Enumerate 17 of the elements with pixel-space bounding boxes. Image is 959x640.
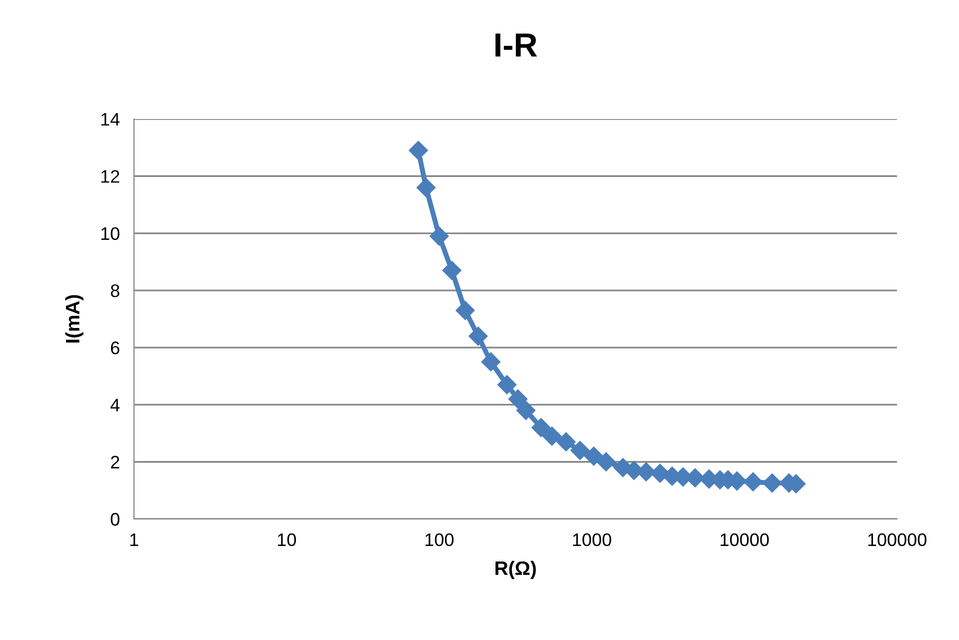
y-tick-label: 10 [101, 227, 120, 240]
x-tick-label: 100 [426, 533, 454, 546]
y-tick-label: 4 [110, 398, 120, 412]
y-tick-label: 8 [110, 284, 120, 298]
x-tick-label: 100000 [868, 533, 926, 546]
y-axis-title: I(mA) [65, 295, 84, 343]
y-tick-label: 6 [110, 342, 120, 354]
x-tick-label: 10 [278, 533, 296, 546]
y-tick-label: 2 [110, 456, 120, 468]
x-tick-label: 1 [130, 534, 138, 546]
x-tick-label: 10000 [720, 533, 769, 546]
y-tick-label: 0 [110, 512, 120, 526]
x-tick-label: 1000 [573, 533, 612, 546]
chart-title: I-R [496, 34, 538, 56]
y-tick-label: 12 [101, 170, 120, 183]
x-axis-title: R(Ω) [496, 560, 536, 579]
y-tick-label: 14 [101, 113, 120, 126]
